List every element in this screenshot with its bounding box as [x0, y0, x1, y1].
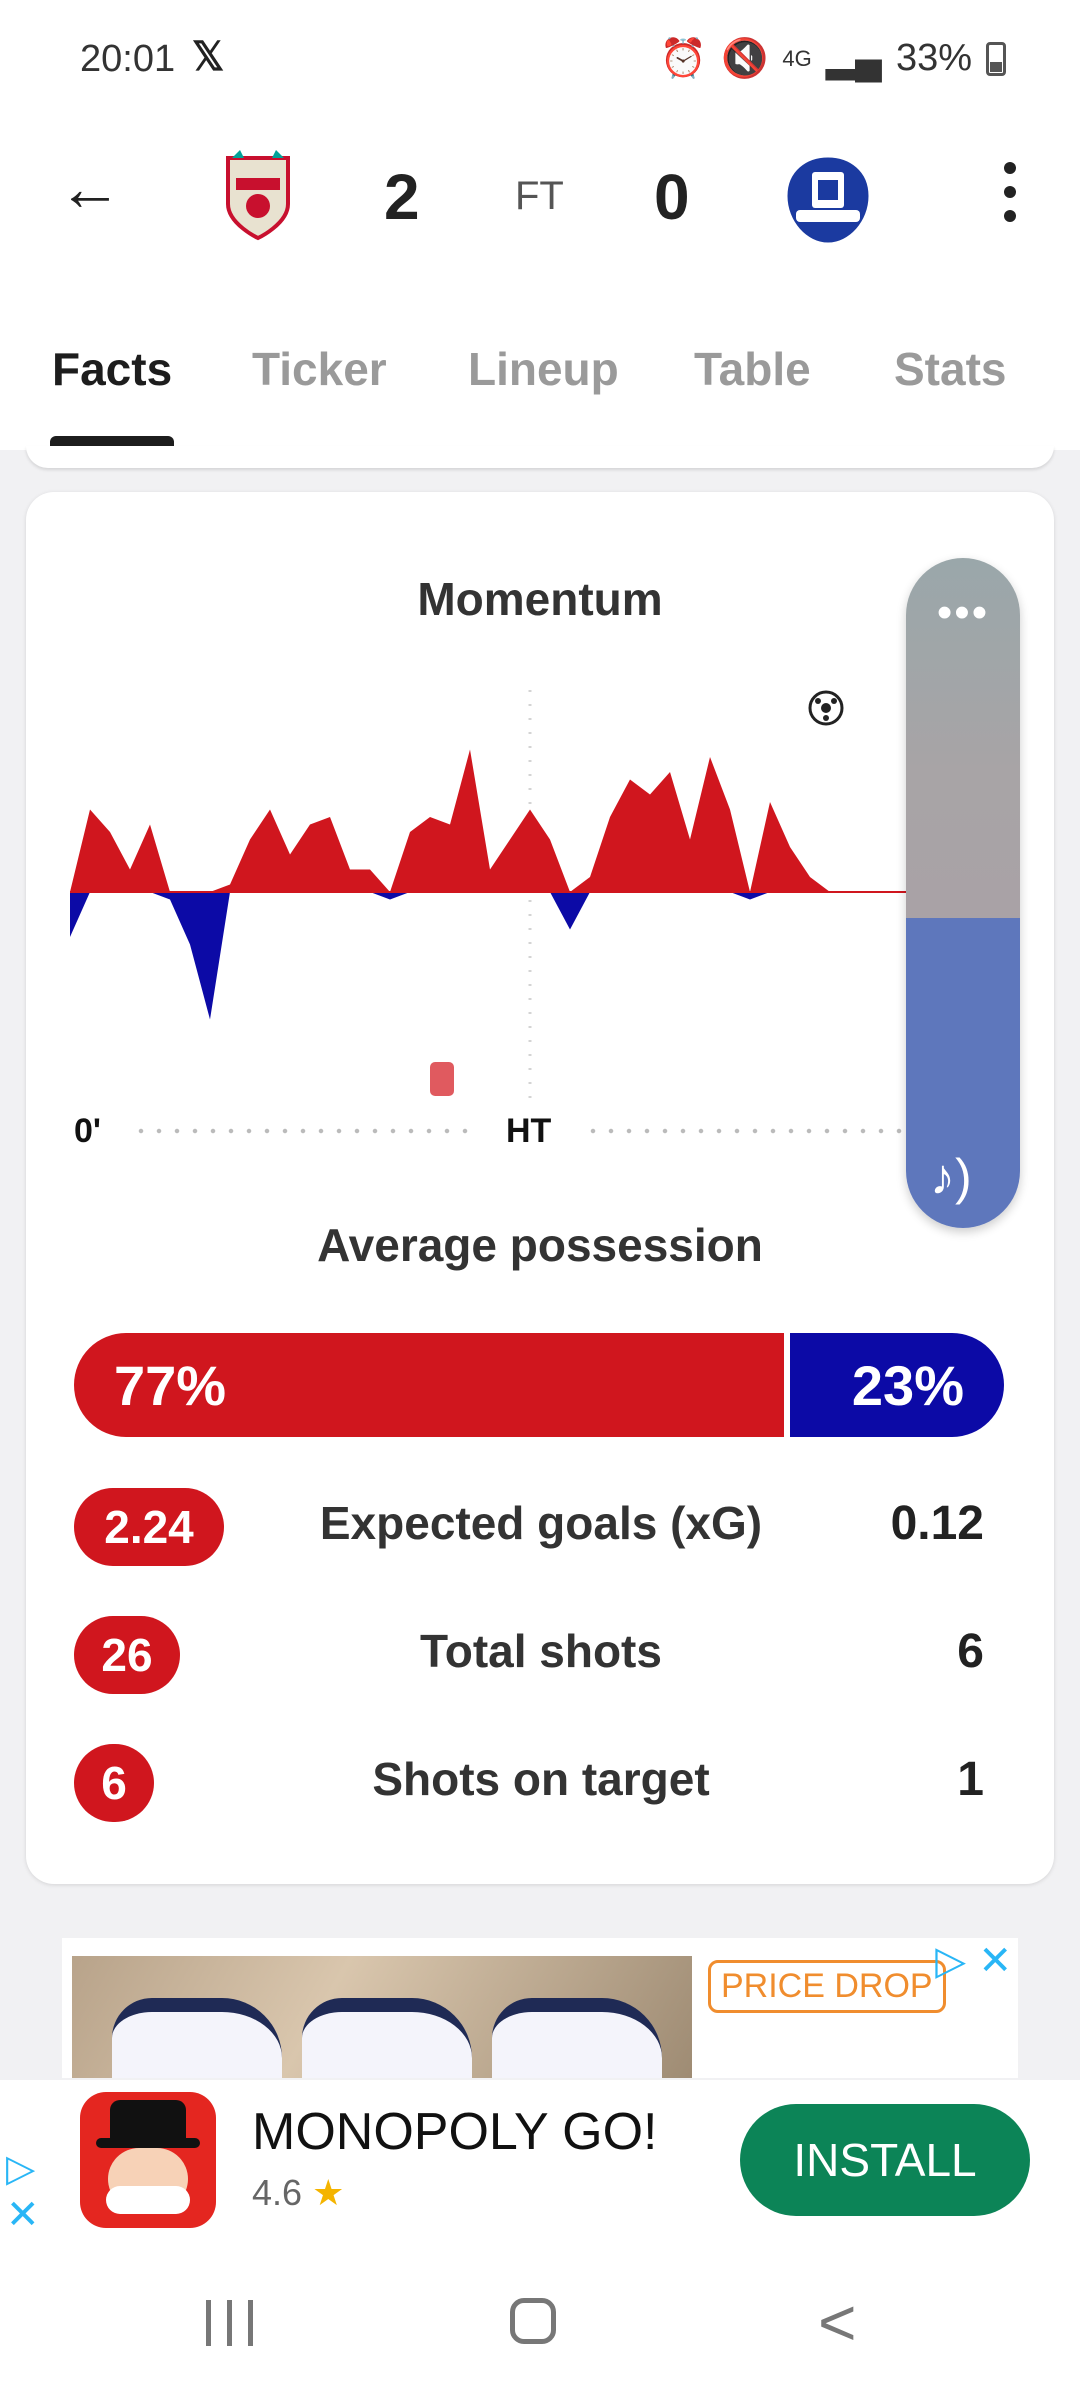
- stat-row-total-shots: 26 Total shots 6: [74, 1616, 984, 1696]
- price-drop-badge: PRICE DROP: [708, 1960, 946, 2013]
- network-icon: 4G: [782, 45, 812, 71]
- ad-sneaker-image[interactable]: PRICE DROP: [704, 1956, 1014, 2078]
- rating-value: 4.6: [252, 2172, 303, 2213]
- audio-note-icon[interactable]: ♪): [930, 1149, 972, 1205]
- tab-lineup[interactable]: Lineup: [468, 343, 619, 395]
- home-xg-pill: 2.24: [74, 1488, 224, 1566]
- home-total-shots-pill: 26: [74, 1616, 180, 1694]
- tab-bar: Facts Ticker Lineup Table Stats: [0, 330, 1080, 440]
- away-shots-on-target-value: 1: [957, 1753, 984, 1806]
- ad-banner[interactable]: PRICE DROP ▷ ✕: [62, 1938, 1018, 2078]
- match-header: [0, 120, 1080, 450]
- status-icons: ⏰ 🔇 4G ▂▄ 33%: [660, 36, 1006, 81]
- adchoices-icon[interactable]: ▷: [935, 1939, 966, 1983]
- back-button[interactable]: ←: [58, 152, 122, 224]
- home-icon[interactable]: [510, 2298, 556, 2344]
- app-rating: 4.6 ★: [252, 2172, 344, 2214]
- away-total-shots-value: 6: [957, 1625, 984, 1678]
- widget-more-icon[interactable]: •••: [936, 588, 990, 637]
- stat-label-shots-on-target: Shots on target: [372, 1753, 710, 1805]
- possession-bar: 77% 23%: [74, 1333, 1004, 1437]
- away-xg-value: 0.12: [890, 1497, 984, 1550]
- status-bar: [0, 0, 1080, 120]
- stat-label-xg: Expected goals (xG): [319, 1497, 763, 1549]
- system-nav-bar: <: [0, 2250, 1080, 2400]
- tab-stats[interactable]: Stats: [894, 343, 1007, 395]
- active-tab-indicator: [50, 436, 174, 446]
- momentum-home-path: [70, 749, 910, 892]
- possession-home: 77%: [74, 1333, 791, 1437]
- match-status: FT: [515, 174, 564, 218]
- momentum-home-area: [70, 749, 910, 892]
- axis-dots-first-half: [132, 1128, 478, 1134]
- status-time: 20:01: [80, 38, 176, 80]
- monopoly-app-icon[interactable]: [80, 2092, 216, 2228]
- recent-apps-icon[interactable]: [206, 2300, 253, 2346]
- tab-ticker[interactable]: Ticker: [252, 343, 387, 395]
- more-options-icon[interactable]: [990, 156, 1030, 236]
- home-shots-on-target-pill: 6: [74, 1744, 154, 1822]
- previous-card-edge: [26, 446, 1054, 468]
- momentum-away-area: [70, 892, 910, 1020]
- red-card-marker: [430, 1062, 454, 1096]
- adchoices-icon[interactable]: ▷: [6, 2148, 36, 2190]
- stat-row-shots-on-target: 6 Shots on target 1: [74, 1744, 984, 1824]
- star-icon: ★: [312, 2172, 345, 2213]
- signal-icon: ▂▄: [825, 38, 882, 80]
- goal-ball-icon: [808, 690, 844, 726]
- match-stats-card: [26, 492, 1054, 1884]
- mute-icon: 🔇: [721, 37, 769, 80]
- axis-start-label: 0': [74, 1112, 101, 1150]
- install-button[interactable]: INSTALL: [740, 2104, 1030, 2216]
- stat-row-xg: 2.24 Expected goals (xG) 0.12: [74, 1488, 984, 1568]
- ad-close-icon[interactable]: ✕: [978, 1939, 1012, 1983]
- app-name[interactable]: MONOPOLY GO!: [252, 2103, 658, 2161]
- momentum-away-path: [70, 892, 910, 1020]
- battery-percent: 33%: [895, 37, 972, 79]
- ad-shoes-image[interactable]: [72, 1956, 692, 2078]
- axis-dots-second-half: [584, 1128, 910, 1134]
- liverpool-crest-icon[interactable]: [218, 148, 298, 244]
- possession-away: 23%: [790, 1333, 1004, 1437]
- possession-title: Average possession: [317, 1219, 763, 1271]
- stat-label-total-shots: Total shots: [420, 1625, 662, 1677]
- nav-back-icon[interactable]: <: [818, 2285, 857, 2359]
- ad-close-icon[interactable]: ✕: [6, 2193, 40, 2237]
- app-install-ad[interactable]: ▷ ✕ MONOPOLY GO! 4.6 ★ INSTALL: [0, 2080, 1080, 2250]
- battery-icon: [986, 41, 1006, 76]
- away-score: 0: [654, 161, 690, 233]
- x-logo-icon: 𝕏: [192, 35, 225, 79]
- tab-table[interactable]: Table: [694, 343, 811, 395]
- everton-crest-icon[interactable]: [780, 152, 876, 248]
- floating-sound-widget[interactable]: ••• ♪): [906, 558, 1020, 1228]
- axis-halftime-label: HT: [506, 1112, 552, 1150]
- alarm-icon: ⏰: [659, 37, 708, 80]
- home-score: 2: [384, 161, 420, 233]
- tab-facts[interactable]: Facts: [52, 343, 173, 395]
- momentum-title: Momentum: [417, 573, 663, 625]
- momentum-chart: [70, 690, 910, 1100]
